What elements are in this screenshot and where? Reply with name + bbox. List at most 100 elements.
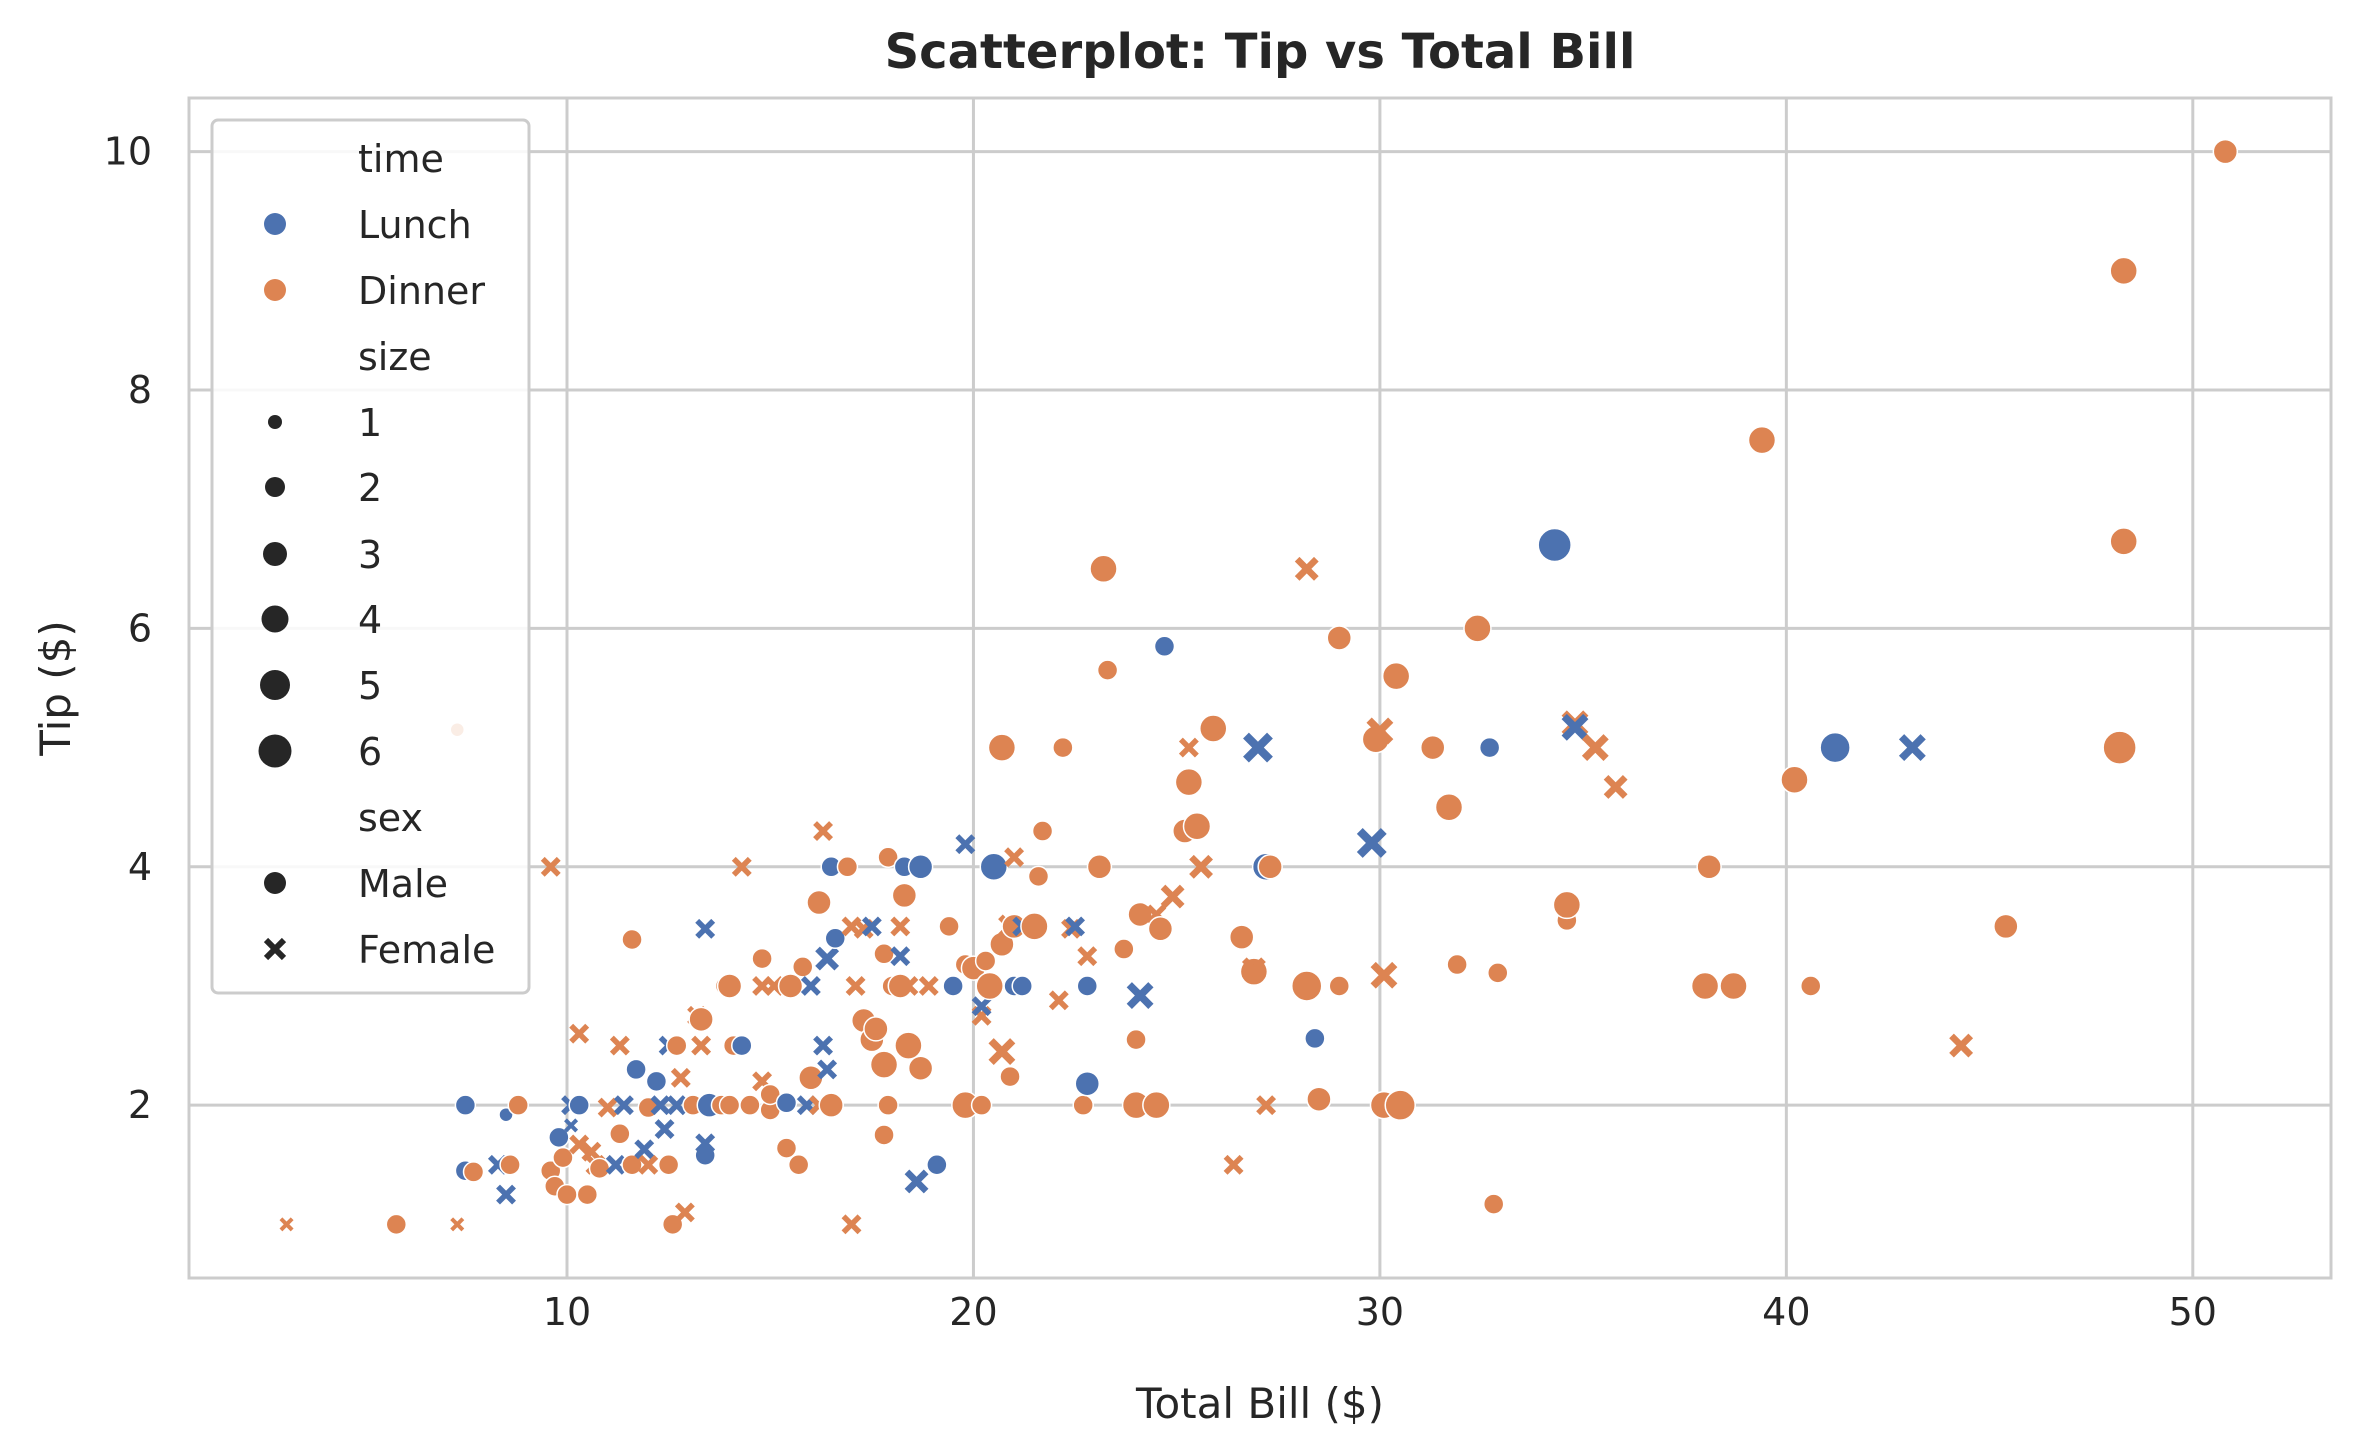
data-point — [645, 1070, 668, 1093]
data-point — [1356, 828, 1387, 858]
legend-title-sex: sex — [358, 796, 423, 840]
data-point — [813, 821, 834, 841]
data-point — [613, 1095, 634, 1116]
data-point — [869, 1050, 899, 1079]
data-point — [1174, 767, 1204, 797]
data-point — [1127, 901, 1153, 928]
data-point — [1199, 714, 1228, 743]
plot-background — [189, 98, 2331, 1278]
data-point — [1113, 938, 1135, 960]
legend-marker-male — [264, 872, 286, 894]
data-point — [1370, 961, 1398, 989]
data-point — [904, 1169, 929, 1194]
data-point — [2212, 138, 2239, 165]
data-point — [1993, 913, 2019, 940]
y-tick-label: 2 — [128, 1083, 152, 1127]
data-point — [1077, 946, 1098, 967]
legend-box — [210, 118, 531, 995]
data-point — [540, 856, 561, 877]
data-point — [665, 1034, 688, 1057]
data-point — [1004, 847, 1025, 868]
data-point — [1052, 736, 1074, 759]
data-point — [1125, 1028, 1147, 1051]
data-point — [634, 1139, 655, 1160]
data-point — [836, 856, 859, 878]
data-point — [496, 1184, 516, 1205]
data-point — [1478, 736, 1501, 759]
data-point — [1328, 975, 1351, 997]
data-point — [2102, 730, 2137, 765]
y-tick-label: 8 — [128, 368, 152, 412]
x-tick-label: 40 — [1762, 1290, 1810, 1334]
data-point — [1048, 990, 1069, 1011]
data-point — [988, 1038, 1016, 1065]
data-point — [813, 1035, 834, 1056]
data-point — [1799, 975, 1822, 997]
data-point — [898, 976, 919, 996]
data-point — [569, 1134, 590, 1155]
data-point — [731, 1034, 753, 1057]
data-point — [751, 947, 773, 970]
data-point — [462, 1161, 485, 1183]
y-tick-label: 10 — [104, 130, 152, 174]
data-point — [450, 1217, 465, 1232]
data-point — [1160, 884, 1185, 909]
data-point — [1819, 731, 1851, 764]
legend-label-size-4: 4 — [358, 598, 382, 642]
legend-marker-female — [263, 937, 287, 961]
data-point — [877, 846, 899, 869]
legend-marker-size-6 — [258, 734, 292, 768]
data-points — [279, 138, 2239, 1236]
data-point — [695, 918, 716, 939]
data-point — [2109, 527, 2138, 556]
data-point — [1366, 717, 1394, 745]
legend-marker-size-3 — [263, 542, 287, 566]
data-point — [569, 1023, 590, 1044]
data-point — [385, 1213, 408, 1236]
data-point — [1011, 975, 1033, 997]
data-point — [1898, 734, 1926, 762]
data-point — [1189, 854, 1213, 879]
data-point — [1142, 1090, 1171, 1120]
data-point — [1294, 556, 1319, 581]
data-point — [1482, 1193, 1505, 1215]
data-point — [877, 1094, 899, 1116]
data-point — [815, 946, 840, 971]
data-point — [1719, 971, 1748, 1001]
data-point — [818, 1092, 844, 1118]
data-point — [564, 1118, 579, 1133]
data-point — [845, 976, 866, 996]
data-point — [806, 889, 832, 916]
data-point — [817, 1059, 838, 1080]
data-point — [890, 946, 911, 967]
data-point — [2109, 256, 2138, 286]
y-tick-label: 4 — [128, 845, 152, 889]
data-point — [890, 916, 911, 937]
data-point — [1126, 982, 1154, 1009]
legend-label-size-6: 6 — [358, 730, 382, 774]
legend-marker-lunch — [264, 213, 286, 235]
data-point — [1065, 916, 1086, 937]
data-point — [650, 1095, 671, 1116]
legend-label-lunch: Lunch — [358, 203, 472, 247]
data-point — [1182, 812, 1212, 841]
data-point — [938, 915, 960, 938]
data-point — [1089, 554, 1118, 584]
data-point — [581, 1141, 602, 1162]
data-point — [1381, 661, 1411, 691]
x-axis-label: Total Bill ($) — [1135, 1379, 1384, 1428]
data-point — [718, 1094, 741, 1116]
data-point — [1384, 1089, 1416, 1121]
legend-label-dinner: Dinner — [358, 269, 485, 313]
legend-title-time: time — [358, 137, 444, 181]
data-point — [987, 733, 1017, 762]
data-point — [891, 882, 918, 909]
data-point — [863, 1016, 889, 1042]
data-point — [621, 928, 643, 951]
grid — [189, 98, 2331, 1278]
data-point — [609, 1035, 630, 1056]
data-point — [1256, 1095, 1277, 1116]
legend-marker-dinner — [264, 279, 286, 301]
legend-marker-size-1 — [268, 415, 282, 429]
